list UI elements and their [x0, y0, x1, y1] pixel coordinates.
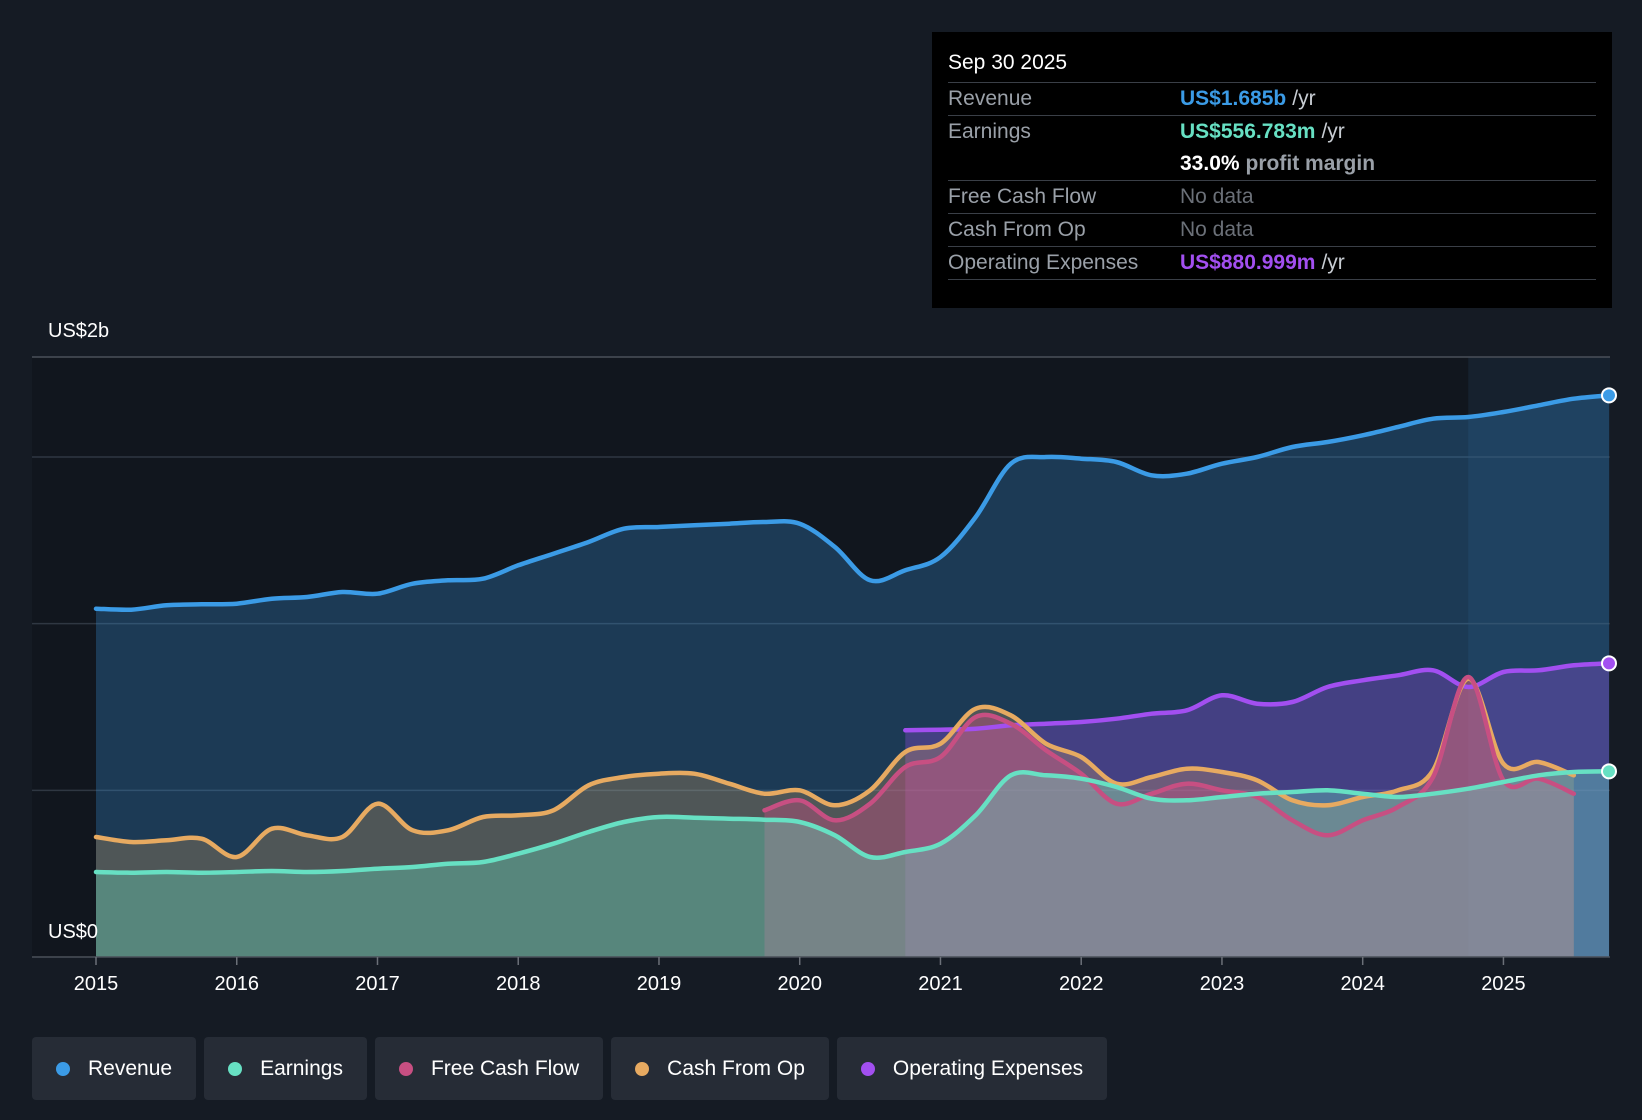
legend-item-cash-from-op[interactable]: Cash From Op: [611, 1037, 829, 1100]
tooltip-row-revenue: Revenue US$1.685b /yr: [948, 83, 1596, 116]
tooltip-row-earnings: Earnings US$556.783m /yr: [948, 116, 1596, 148]
x-tick-label: 2019: [637, 973, 682, 995]
tooltip-value: No data: [1180, 185, 1254, 208]
earnings-line: [93, 769, 1612, 875]
x-tick-label: 2021: [918, 973, 963, 995]
earnings-area: [96, 771, 1609, 957]
tooltip-key: Free Cash Flow: [948, 185, 1097, 208]
tooltip-key: Cash From Op: [948, 218, 1086, 241]
legend-item-revenue[interactable]: Revenue: [32, 1037, 197, 1100]
tooltip-key: Earnings: [948, 120, 1031, 143]
tooltip-value: US$556.783m: [1180, 120, 1316, 143]
data-tooltip: Sep 30 2025 Revenue US$1.685b /yr Earnin…: [932, 32, 1612, 308]
tooltip-key: Operating Expenses: [948, 251, 1139, 274]
legend-label: Revenue: [88, 1056, 173, 1080]
tooltip-key: Revenue: [948, 87, 1033, 110]
revenue-end-marker: [1601, 387, 1617, 404]
x-tick-label: 2022: [1059, 973, 1104, 995]
earnings-dot-icon: [228, 1061, 243, 1076]
operating-expenses-area: [905, 663, 1609, 957]
legend-label: Free Cash Flow: [430, 1056, 580, 1080]
tooltip-row-fcf: Free Cash Flow No data: [948, 181, 1596, 214]
tooltip-date: Sep 30 2025: [948, 46, 1596, 83]
x-tick-label: 2015: [74, 973, 119, 995]
x-tick-label: 2025: [1481, 973, 1526, 995]
tooltip-row-margin: 33.0% profit margin: [948, 148, 1596, 181]
legend-item-free-cash-flow[interactable]: Free Cash Flow: [374, 1037, 604, 1100]
tooltip-row-opex: Operating Expenses US$880.999m /yr: [948, 247, 1596, 280]
x-tick-label: 2016: [214, 973, 259, 995]
tooltip-key: [948, 148, 1180, 180]
earnings-end-marker: [1601, 763, 1617, 780]
legend-item-earnings[interactable]: Earnings: [204, 1037, 367, 1100]
free-cash-flow-line: [762, 674, 1577, 838]
x-tick-label: 2018: [496, 973, 541, 995]
y-axis-bottom-label: US$0: [48, 921, 99, 943]
legend-label: Earnings: [260, 1056, 343, 1080]
legend-item-operating-expenses[interactable]: Operating Expenses: [836, 1037, 1108, 1100]
legend-label: Cash From Op: [667, 1056, 805, 1080]
x-tick-label: 2023: [1200, 973, 1245, 995]
revenue-dot-icon: [56, 1061, 70, 1076]
revenue-area: [96, 395, 1609, 957]
tooltip-value: No data: [1180, 218, 1254, 241]
tooltip-unit: /yr: [1321, 251, 1345, 274]
operating-expenses-dot-icon: [860, 1061, 875, 1076]
tooltip-row-cfo: Cash From Op No data: [948, 214, 1596, 247]
cash-from-op-line: [93, 676, 1577, 860]
legend: Revenue Earnings Free Cash Flow Cash Fro…: [32, 1037, 1108, 1100]
cash-from-op-dot-icon: [635, 1061, 650, 1076]
legend-label: Operating Expenses: [892, 1056, 1084, 1080]
x-tick-label: 2024: [1340, 973, 1385, 995]
tooltip-value: US$880.999m: [1180, 251, 1316, 274]
tooltip-unit: /yr: [1321, 120, 1345, 143]
tooltip-unit: profit margin: [1245, 152, 1376, 175]
tooltip-value: 33.0%: [1180, 152, 1240, 175]
free-cash-flow-area: [764, 676, 1574, 957]
free-cash-flow-dot-icon: [398, 1061, 413, 1076]
x-tick-label: 2020: [777, 973, 822, 995]
x-tick-label: 2017: [355, 973, 400, 995]
y-axis-top-label: US$2b: [48, 320, 110, 342]
operating-expenses-end-marker: [1601, 655, 1617, 672]
revenue-line: [93, 393, 1612, 613]
tooltip-unit: /yr: [1292, 87, 1316, 110]
cash-from-op-area: [96, 678, 1574, 957]
tooltip-value: US$1.685b: [1180, 87, 1287, 110]
